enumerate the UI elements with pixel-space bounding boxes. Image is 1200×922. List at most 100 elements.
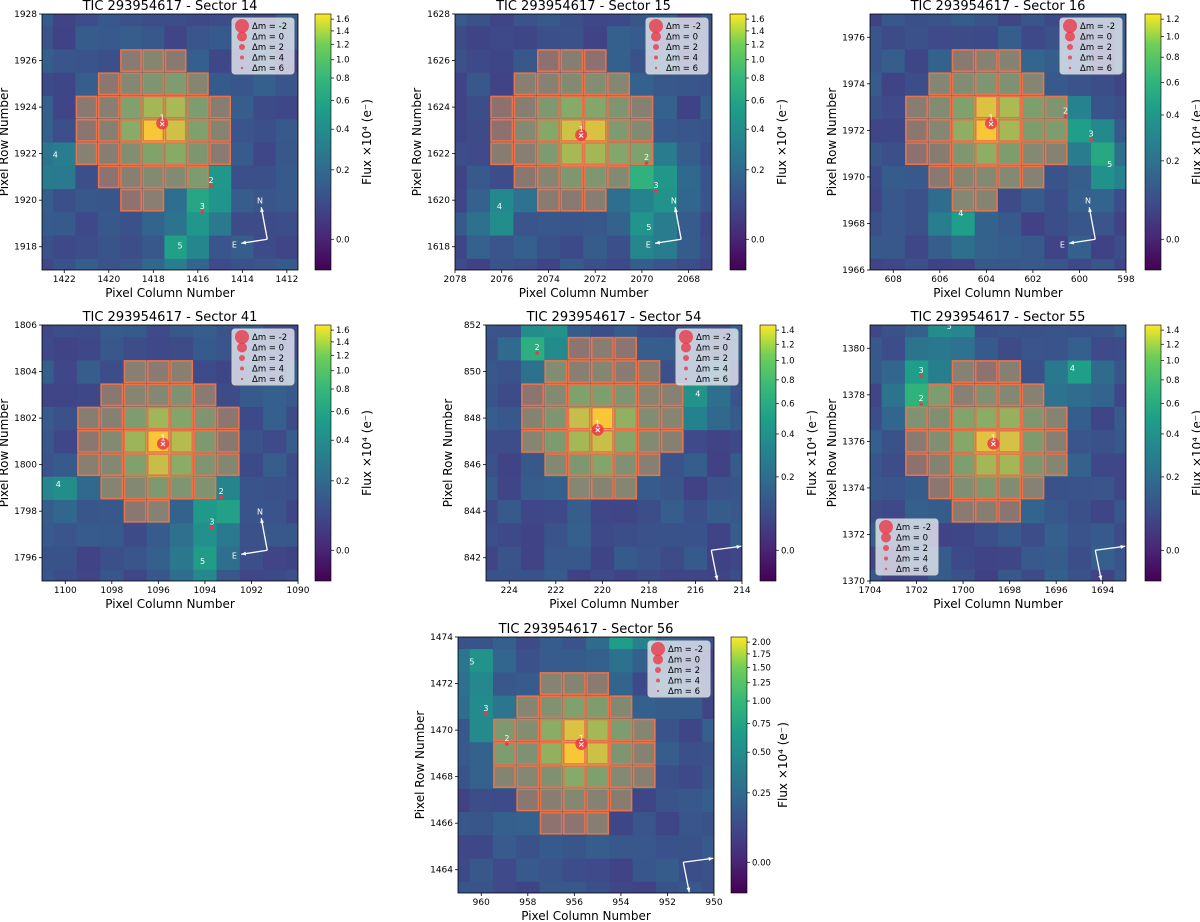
flux-pixel [119,48,143,73]
compass-east-arrowhead [655,240,661,245]
y-tick-label: 1928 [14,10,37,20]
flux-pixel [119,235,143,259]
flux-pixel [97,48,121,73]
flux-pixel [904,476,929,501]
flux-pixel [870,383,883,407]
aperture-pixel [928,383,952,407]
flux-pixel [679,695,703,719]
star-label: 1 [160,434,165,443]
flux-pixel [998,453,1022,477]
flux-pixel [458,695,471,719]
flux-pixel [516,881,540,893]
flux-pixel [951,499,976,524]
flux-pixel [208,235,232,259]
flux-pixel [253,258,277,270]
aperture-pixel [142,49,165,72]
flux-pixel [1067,429,1092,454]
flux-pixel [53,95,76,120]
flux-pixel [76,522,101,547]
flux-pixel [583,258,608,270]
compass-north-arrowhead [1088,207,1093,213]
target-cross: × [988,119,995,128]
flux-pixel [609,788,634,813]
flux-pixel [53,48,76,73]
flux-pixel [492,765,517,789]
flux-pixel [186,165,210,190]
flux-pixel [123,569,148,581]
flux-pixel [998,336,1022,361]
colorbar-tick-label: 0.8 [1166,53,1180,63]
flux-pixel [609,881,634,893]
flux-pixel [1067,336,1092,361]
aperture-pixel [951,49,975,72]
flux-pixel [630,258,655,270]
colorbar-tick-label: 0.25 [752,789,771,799]
flux-pixel [637,325,662,338]
flux-pixel [1044,522,1069,547]
flux-pixel [974,235,999,259]
flux-pixel [928,25,952,50]
flux-pixel [998,522,1022,547]
flux-pixel [567,569,592,581]
flux-pixel [707,476,731,501]
flux-pixel [539,858,564,882]
flux-pixel [119,142,143,166]
flux-pixel [1067,453,1092,477]
flux-pixel [42,72,54,96]
aperture-pixel [614,429,638,453]
aperture-pixel [1021,383,1045,407]
aperture-pixel [974,49,998,72]
flux-pixel [702,695,714,719]
flux-pixel [286,569,298,581]
flux-pixel [1021,25,1046,50]
flux-pixel [614,429,638,454]
flux-pixel [870,499,883,524]
flux-pixel [263,546,287,570]
flux-pixel [1067,499,1092,524]
colorbar-tick-label: 1.50 [752,663,771,673]
flux-pixel [1091,258,1115,270]
flux-pixel [100,359,124,384]
aperture-pixel [583,95,607,119]
flux-pixel [609,811,634,836]
flux-pixel [42,118,54,143]
legend-marker [651,642,665,656]
target-star-marker [575,129,588,142]
aperture-pixel [539,741,563,765]
aperture-pixel [209,142,232,166]
aperture-pixel [164,49,187,72]
aperture-pixel [951,453,975,477]
flux-pixel [683,383,708,407]
flux-pixel [904,118,929,143]
star-marker [209,184,213,189]
flux-pixel [928,118,952,143]
aperture-pixel [193,476,217,500]
aperture-pixel [75,118,98,142]
aperture-pixel [142,188,165,212]
flux-pixel [700,165,712,190]
aperture-pixel [120,118,142,142]
y-tick-label: 1464 [430,866,453,876]
colorbar-tick-label: 0.4 [336,436,350,446]
flux-pixel [53,14,76,27]
flux-pixel [123,359,148,384]
flux-pixel [974,453,999,477]
colorbar-label: Flux ×10⁴ (e⁻) [776,722,790,808]
y-tick-label: 1474 [430,633,453,643]
panel-title: TIC 293954617 - Sector 56 [498,622,674,637]
flux-pixel [193,499,218,524]
flux-pixel [119,211,143,236]
flux-pixel [520,453,545,477]
flux-pixel [904,429,929,454]
aperture-pixel [490,118,514,142]
colorbar-label: Flux ×10⁴ (e⁻) [805,410,819,496]
flux-pixel [146,406,171,431]
star-marker [219,495,223,500]
y-tick-label: 1628 [427,10,450,20]
flux-pixel [655,881,680,893]
flux-pixel [660,522,685,547]
colorbar-tick-label: 0.4 [751,125,765,135]
aperture-pixel [928,406,952,430]
aperture-pixel [186,165,209,189]
